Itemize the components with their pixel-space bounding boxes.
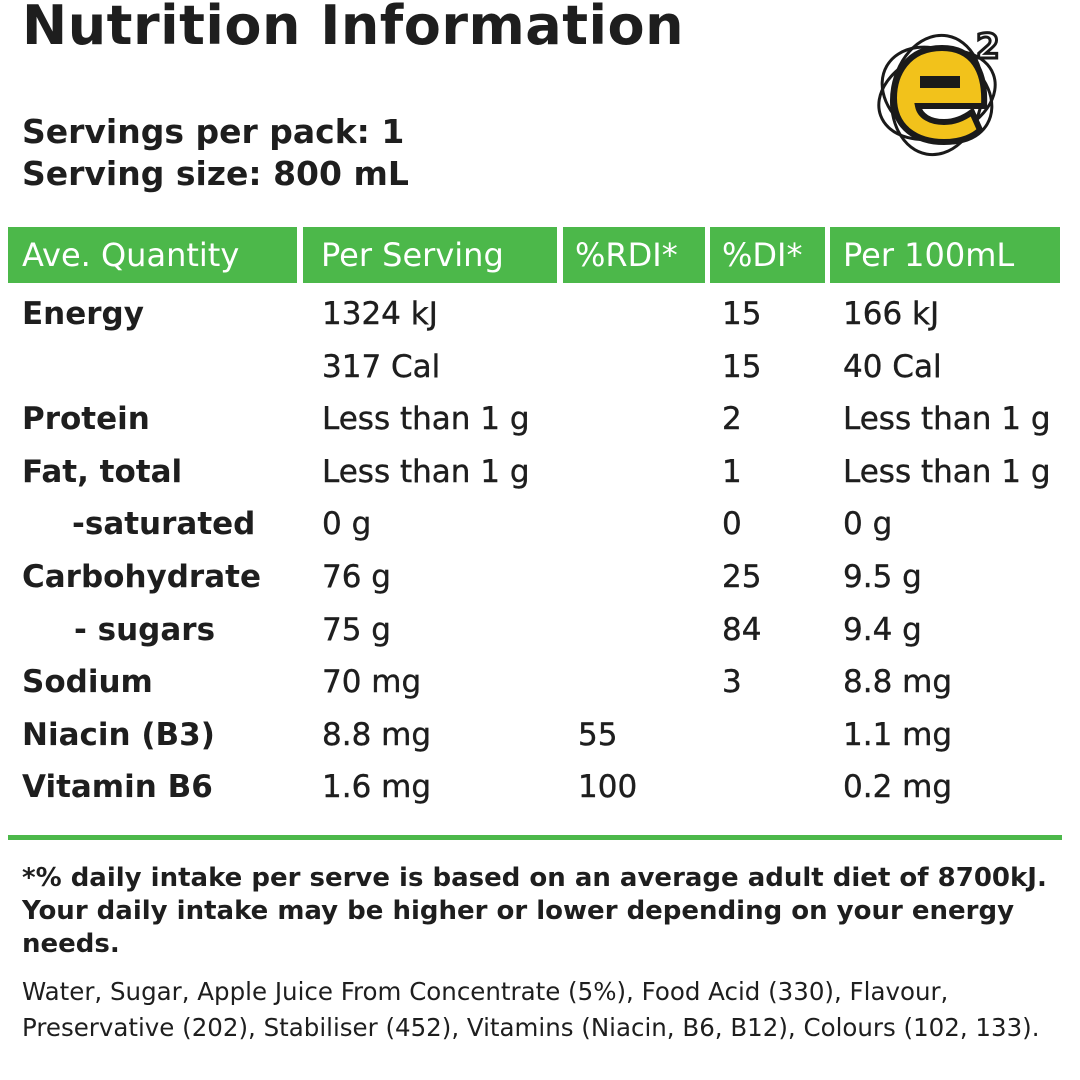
nutrient-name: Carbohydrate [22, 559, 261, 595]
nutrient-name: Fat, total [22, 453, 183, 490]
header-per-serving: Per Serving [303, 227, 557, 283]
per-100ml-value: 9.5 g [843, 559, 922, 595]
per-serving-value: Less than 1 g [322, 401, 530, 438]
di-value: 0 [722, 506, 742, 543]
per-serving-value: 70 mg [322, 664, 422, 701]
per-serving-value: 317 Cal [322, 348, 441, 385]
rdi-value: 55 [578, 716, 618, 753]
nutrient-name: -saturated [72, 506, 256, 543]
nutrient-name: Sodium [22, 664, 153, 701]
header-ave-quantity: Ave. Quantity [8, 227, 297, 283]
nutrient-name: Protein [22, 401, 150, 438]
per-100ml-value: Less than 1 g [843, 401, 1051, 438]
svg-text:2: 2 [976, 27, 1000, 67]
per-100ml-value: 0 g [843, 506, 893, 543]
per-100ml-value: 0.2 mg [843, 769, 953, 806]
per-serving-value: Less than 1 g [322, 453, 530, 490]
di-value: 1 [722, 453, 742, 490]
di-value: 25 [722, 559, 762, 595]
header-di: %DI* [710, 227, 825, 283]
per-serving-value: 1324 kJ [322, 296, 438, 332]
nutrient-name: - sugars [74, 611, 216, 648]
per-100ml-value: 166 kJ [843, 296, 940, 332]
nutrient-name: Energy [22, 296, 144, 332]
servings-per-pack: Servings per pack: 1 [22, 112, 405, 151]
header-per-100ml: Per 100mL [830, 227, 1060, 283]
e2-logo: 2 [877, 26, 1001, 157]
di-value: 3 [722, 664, 742, 701]
per-100ml-value: 8.8 mg [843, 664, 953, 701]
header-rdi: %RDI* [563, 227, 705, 283]
per-serving-value: 75 g [322, 611, 391, 648]
footnote: *% daily intake per serve is based on an… [22, 863, 1047, 959]
page-title: Nutrition Information [22, 0, 685, 57]
per-100ml-value: 40 Cal [843, 348, 942, 385]
per-100ml-value: 9.4 g [843, 611, 922, 648]
serving-size: Serving size: 800 mL [22, 154, 409, 193]
rdi-value: 100 [578, 769, 638, 806]
di-value: 15 [722, 348, 762, 385]
divider [8, 835, 1062, 840]
per-100ml-value: 1.1 mg [843, 716, 953, 753]
nutrient-name: Vitamin B6 [22, 769, 213, 806]
per-serving-value: 76 g [322, 559, 391, 595]
di-value: 15 [722, 296, 762, 332]
per-serving-value: 8.8 mg [322, 716, 432, 753]
per-serving-value: 1.6 mg [322, 769, 432, 806]
per-serving-value: 0 g [322, 506, 372, 543]
per-100ml-value: Less than 1 g [843, 453, 1051, 490]
ingredients: Water, Sugar, Apple Juice From Concentra… [22, 977, 1040, 1042]
nutrient-name: Niacin (B3) [22, 716, 215, 753]
di-value: 84 [722, 611, 762, 648]
di-value: 2 [722, 401, 742, 438]
